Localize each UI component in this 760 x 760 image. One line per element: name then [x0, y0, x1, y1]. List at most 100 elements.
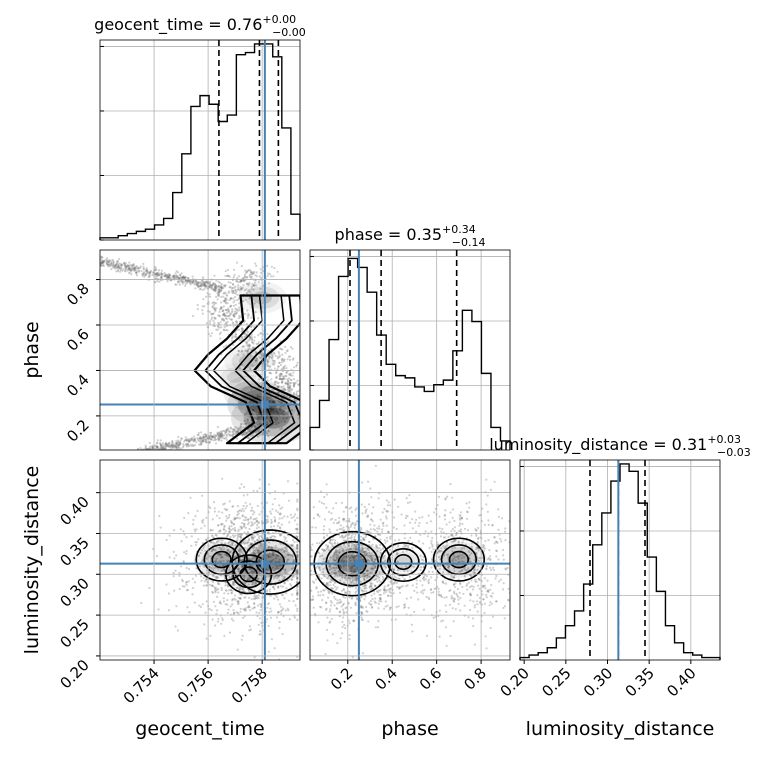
- sample-point: [201, 439, 204, 442]
- sample-point: [338, 528, 341, 531]
- sample-point: [221, 306, 224, 309]
- sample-point: [389, 594, 392, 598]
- sample-point: [232, 289, 235, 292]
- sample-point: [248, 275, 251, 278]
- sample-point: [254, 359, 257, 362]
- sample-point: [240, 510, 243, 513]
- sample-point: [248, 430, 251, 433]
- sample-point: [270, 275, 273, 278]
- sample-point: [279, 534, 282, 537]
- sample-point: [101, 261, 104, 264]
- sample-point: [285, 540, 288, 543]
- sample-point: [215, 534, 218, 537]
- sample-point: [232, 314, 235, 317]
- sample-point: [186, 437, 189, 441]
- sample-point: [219, 432, 222, 435]
- sample-point: [296, 383, 300, 386]
- sample-point: [276, 382, 279, 385]
- sample-point: [469, 586, 472, 589]
- sample-point: [373, 592, 376, 595]
- sample-point: [158, 269, 161, 272]
- sample-point: [239, 509, 242, 512]
- sample-point: [268, 588, 271, 591]
- sample-point: [162, 444, 165, 447]
- sample-point: [172, 575, 175, 578]
- sample-point: [225, 436, 228, 439]
- sample-point: [190, 544, 193, 547]
- sample-point: [240, 483, 243, 486]
- sample-point: [234, 529, 237, 532]
- sample-point: [286, 553, 289, 556]
- sample-point: [335, 588, 338, 591]
- sample-point: [221, 617, 224, 620]
- sample-point: [281, 381, 284, 384]
- sample-point: [217, 285, 220, 288]
- sample-point: [265, 522, 268, 525]
- sample-point: [231, 308, 234, 311]
- sample-point: [284, 381, 287, 384]
- sample-point: [157, 273, 160, 276]
- sample-point: [250, 543, 253, 546]
- sample-point: [211, 549, 214, 552]
- sample-point: [239, 425, 242, 428]
- sample-point: [248, 567, 251, 571]
- sample-point: [274, 567, 278, 570]
- sample-point: [257, 545, 261, 548]
- sample-point: [229, 434, 232, 437]
- sample-point: [239, 559, 242, 563]
- sample-point: [514, 573, 516, 575]
- sample-point: [202, 546, 205, 550]
- sample-point: [218, 326, 221, 329]
- sample-point: [225, 581, 228, 584]
- sample-point: [157, 274, 160, 277]
- sample-point: [253, 511, 256, 514]
- sample-point: [234, 285, 237, 288]
- sample-point: [292, 366, 296, 369]
- sample-point: [108, 259, 111, 262]
- sample-point: [256, 538, 259, 541]
- sample-point: [190, 438, 193, 441]
- sample-point: [438, 609, 441, 612]
- sample-point: [288, 358, 292, 361]
- sample-point: [120, 263, 123, 266]
- sample-point: [277, 350, 280, 353]
- sample-point: [296, 569, 299, 573]
- sample-point: [279, 373, 282, 376]
- sample-point: [272, 275, 275, 278]
- sample-point: [213, 436, 216, 439]
- sample-point: [246, 309, 249, 312]
- sample-point: [289, 372, 292, 375]
- sample-point: [277, 586, 280, 589]
- sample-point: [301, 377, 303, 379]
- sample-point: [242, 509, 245, 512]
- sample-point: [238, 549, 241, 552]
- sample-point: [266, 606, 269, 609]
- sample-point: [271, 546, 274, 550]
- sample-point: [164, 445, 167, 448]
- sample-point: [155, 445, 159, 449]
- sample-point: [249, 335, 252, 339]
- sample-point: [225, 433, 228, 436]
- sample-point: [291, 544, 295, 547]
- sample-point: [102, 260, 105, 263]
- sample-point: [246, 431, 249, 434]
- sample-point: [223, 553, 226, 556]
- sample-point: [227, 309, 230, 312]
- sample-point: [283, 597, 286, 600]
- sample-point: [502, 558, 505, 561]
- sample-point: [370, 606, 374, 609]
- sample-point: [281, 357, 284, 360]
- sample-point: [164, 442, 167, 445]
- sample-point: [105, 258, 108, 261]
- sample-point: [194, 515, 197, 518]
- sample-point: [422, 592, 425, 595]
- sample-point: [291, 539, 295, 542]
- sample-point: [249, 570, 253, 573]
- sample-point: [325, 493, 328, 496]
- sample-point: [278, 620, 281, 624]
- sample-point: [229, 588, 232, 591]
- sample-point: [112, 261, 115, 264]
- sample-point: [145, 268, 148, 271]
- sample-point: [182, 276, 185, 279]
- sample-point: [247, 539, 250, 542]
